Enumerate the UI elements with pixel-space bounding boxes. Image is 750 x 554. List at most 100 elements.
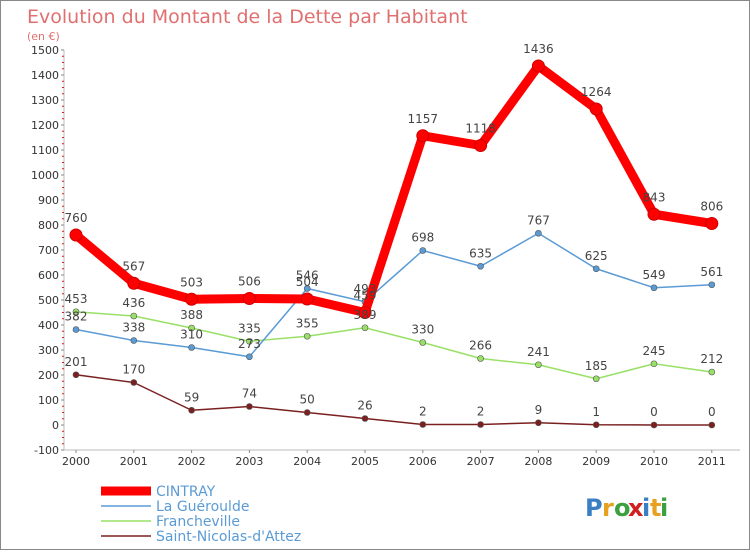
data-label: 273 — [238, 337, 261, 351]
series-point — [589, 102, 603, 116]
y-tick-label: 300 — [38, 344, 59, 357]
series-point — [72, 371, 80, 379]
series-point — [477, 421, 484, 428]
data-label: 698 — [411, 231, 434, 245]
data-label: 453 — [65, 292, 88, 306]
x-tick-label: 2000 — [62, 455, 90, 468]
x-tick-label: 2009 — [582, 455, 610, 468]
data-label: 503 — [180, 275, 203, 289]
data-label: 760 — [65, 211, 88, 225]
data-label: 50 — [300, 393, 315, 407]
y-tick-label: 0 — [52, 419, 59, 432]
data-label: 493 — [354, 282, 377, 296]
data-label: 549 — [643, 268, 666, 282]
brand-letter: t — [650, 494, 661, 522]
data-label: 506 — [238, 275, 261, 289]
series-point — [708, 281, 716, 289]
y-tick-label: 1100 — [31, 144, 59, 157]
y-tick-label: 1000 — [31, 169, 59, 182]
y-tick-label: -100 — [34, 444, 59, 457]
data-label: 567 — [122, 259, 145, 273]
x-tick-label: 2005 — [351, 455, 379, 468]
series-point — [188, 344, 195, 351]
data-label: 389 — [354, 308, 377, 322]
y-tick-label: 900 — [38, 194, 59, 207]
brand-letter: r — [602, 494, 614, 522]
x-tick-label: 2003 — [235, 455, 263, 468]
legend-label: La Guéroulde — [156, 499, 249, 515]
y-tick-label: 1200 — [31, 119, 59, 132]
legend-label: Saint-Nicolas-d'Attez — [156, 529, 301, 545]
series-line-0 — [71, 61, 717, 317]
brand-letter: o — [614, 494, 631, 522]
series-point — [358, 306, 372, 319]
series-point — [242, 292, 256, 305]
series-point — [303, 332, 311, 340]
data-label: 170 — [122, 363, 145, 377]
brand-letter: P — [585, 494, 603, 522]
chart-subtitle: (en €) — [27, 30, 60, 43]
y-tick-label: 700 — [38, 244, 59, 257]
series-point — [419, 339, 427, 346]
series-point — [303, 409, 311, 416]
x-tick-label: 2002 — [178, 455, 206, 468]
data-label: 382 — [65, 310, 88, 324]
data-label: 561 — [700, 265, 723, 279]
series-point — [650, 360, 658, 368]
data-label: 546 — [296, 269, 319, 283]
data-label: 625 — [585, 249, 608, 263]
legend-label: CINTRAY — [156, 484, 216, 500]
data-label: 504 — [296, 275, 319, 289]
series-point — [69, 228, 83, 242]
data-label: 245 — [643, 344, 666, 358]
x-tick-label: 2008 — [524, 455, 552, 468]
data-label: 0 — [650, 405, 658, 419]
data-label: 330 — [411, 323, 434, 337]
chart-title: Evolution du Montant de la Dette par Hab… — [27, 6, 468, 28]
data-label: 2 — [477, 405, 485, 419]
y-tick-label: 400 — [38, 319, 59, 332]
series-line-2 — [75, 311, 713, 380]
brand-letter: i — [660, 494, 668, 522]
data-label: 241 — [527, 345, 550, 359]
series-point — [72, 308, 80, 316]
series-point — [188, 324, 195, 332]
y-tick-label: 100 — [38, 394, 59, 407]
series-point — [477, 355, 484, 362]
data-label: 201 — [65, 355, 88, 369]
data-label: 843 — [643, 190, 666, 204]
series-point — [246, 403, 253, 410]
data-label: 1157 — [408, 112, 439, 126]
data-label: 9 — [535, 403, 543, 417]
y-tick-label: 800 — [38, 219, 59, 232]
x-tick-label: 2001 — [120, 455, 148, 468]
data-label: 1118 — [465, 122, 496, 136]
legend-label: Francheville — [156, 514, 240, 530]
series-point — [535, 419, 542, 427]
series-point — [185, 292, 199, 306]
series-point — [127, 276, 141, 290]
series-point — [592, 421, 600, 429]
series-point — [474, 139, 488, 152]
data-label: 1264 — [581, 85, 612, 99]
data-label: 1 — [592, 405, 600, 419]
series-point — [477, 262, 484, 270]
data-label: 338 — [122, 321, 145, 335]
brand-letter: x — [628, 494, 644, 522]
y-tick-label: 500 — [38, 294, 59, 307]
data-label: 459 — [354, 289, 377, 303]
data-label: 2 — [419, 405, 427, 419]
data-label: 59 — [184, 390, 199, 404]
series-point — [650, 421, 658, 429]
y-tick-label: 1400 — [31, 69, 59, 82]
data-label: 767 — [527, 213, 550, 227]
x-tick-label: 2007 — [467, 455, 495, 468]
axes: -100010020030040050060070080090010001100… — [31, 44, 740, 468]
series-line-1 — [75, 232, 713, 358]
series-point — [419, 421, 427, 428]
series-point — [650, 284, 658, 292]
data-label: 1436 — [523, 42, 554, 56]
